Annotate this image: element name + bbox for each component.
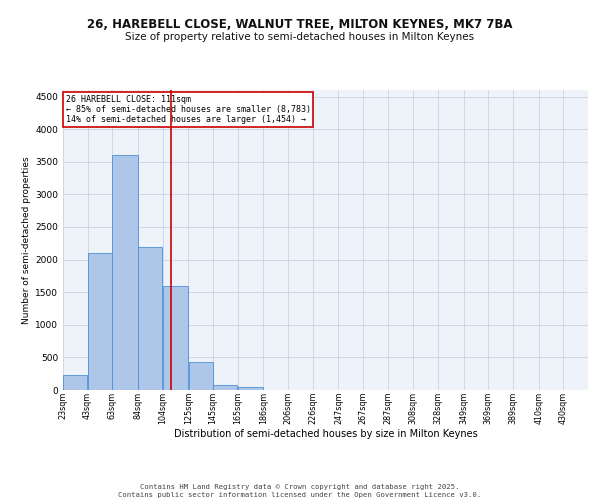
Bar (112, 155, 138, 390)
Bar (213, 385, 238, 390)
Bar (188, 362, 213, 390)
X-axis label: Distribution of semi-detached houses by size in Milton Keynes: Distribution of semi-detached houses by … (173, 430, 478, 440)
Bar (238, 386, 263, 390)
Text: 26, HAREBELL CLOSE, WALNUT TREE, MILTON KEYNES, MK7 7BA: 26, HAREBELL CLOSE, WALNUT TREE, MILTON … (87, 18, 513, 30)
Bar (88, 253, 112, 390)
Text: Contains HM Land Registry data © Crown copyright and database right 2025.
Contai: Contains HM Land Registry data © Crown c… (118, 484, 482, 498)
Bar (138, 246, 163, 390)
Bar (163, 286, 188, 390)
Y-axis label: Number of semi-detached properties: Number of semi-detached properties (22, 156, 31, 324)
Text: 26 HAREBELL CLOSE: 111sqm
← 85% of semi-detached houses are smaller (8,783)
14% : 26 HAREBELL CLOSE: 111sqm ← 85% of semi-… (65, 94, 311, 124)
Text: Size of property relative to semi-detached houses in Milton Keynes: Size of property relative to semi-detach… (125, 32, 475, 42)
Bar (63, 375, 88, 390)
